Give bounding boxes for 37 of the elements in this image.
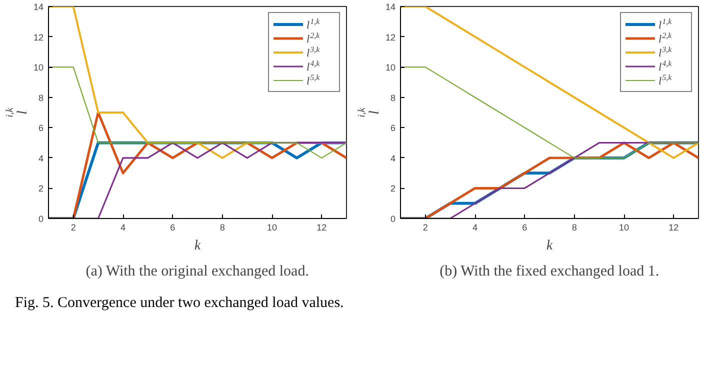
y-tick-label: 0 — [390, 214, 396, 224]
y-tick-label: 2 — [390, 184, 396, 194]
y-tick-label: 2 — [38, 184, 44, 194]
text: (a) With the original exchanged load. — [86, 264, 309, 280]
text: (b) With the fixed exchanged load 1. — [440, 264, 660, 280]
x-tick-label: 6 — [522, 222, 528, 232]
x-tick-label: 12 — [668, 222, 679, 232]
x-tick-label: 6 — [170, 222, 176, 232]
x-tick-label: 10 — [618, 222, 630, 232]
x-tick-label: 4 — [472, 222, 478, 232]
caption: Fig. 5. Convergence under two exchanged load values. — [15, 294, 344, 313]
y-axis-title: li,k — [356, 107, 382, 118]
y-tick-label: 6 — [38, 123, 44, 134]
x-tick-label: 8 — [572, 222, 577, 232]
y-tick-label: 4 — [390, 153, 396, 164]
y-tick-label: 10 — [33, 62, 44, 73]
x-tick-label: 8 — [220, 222, 225, 232]
y-tick-label: 12 — [33, 32, 44, 42]
y-tick-label: 0 — [38, 214, 44, 224]
x-tick-label: 4 — [120, 222, 126, 232]
x-axis-title: k — [194, 238, 202, 254]
y-tick-label: 10 — [385, 62, 396, 73]
x-tick-label: 2 — [422, 222, 428, 232]
y-tick-label: 4 — [38, 153, 44, 164]
y-axis-title: li,k — [4, 107, 30, 118]
line-series — [400, 6, 698, 159]
y-tick-label: 8 — [390, 92, 396, 103]
line-series — [48, 6, 346, 159]
y-tick-label: 6 — [390, 123, 396, 134]
x-axis-title: k — [546, 238, 554, 254]
x-tick-label: 12 — [316, 222, 327, 232]
y-tick-label: 14 — [33, 2, 44, 12]
x-tick-label: 10 — [266, 222, 278, 232]
y-tick-label: 14 — [385, 2, 396, 12]
y-tick-label: 8 — [38, 92, 44, 103]
x-tick-label: 2 — [70, 222, 76, 232]
y-tick-label: 12 — [385, 32, 396, 42]
